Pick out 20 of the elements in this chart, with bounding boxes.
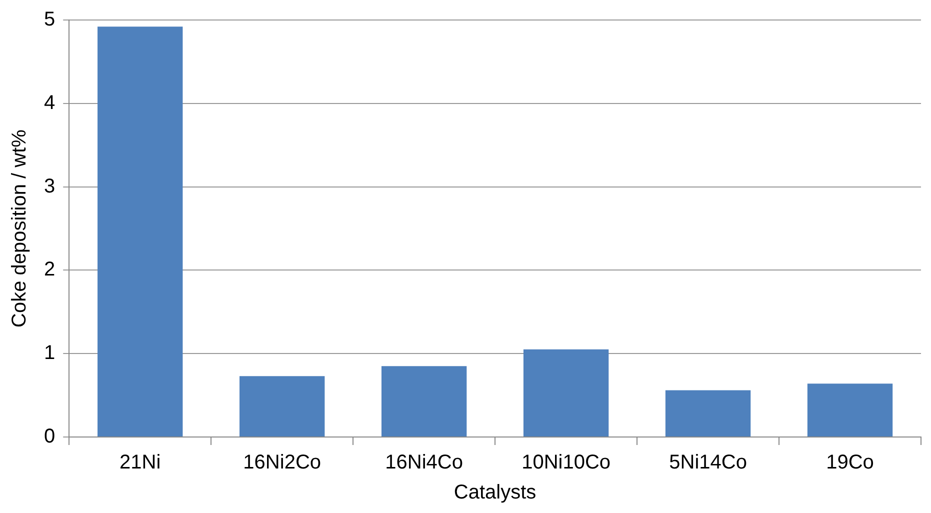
y-tick-label: 5	[44, 8, 56, 31]
bar	[665, 390, 751, 436]
y-tick-label: 1	[44, 342, 56, 364]
bar	[381, 366, 467, 436]
x-tick-label: 16Ni4Co	[385, 452, 463, 474]
x-tick-label: 10Ni10Co	[522, 452, 611, 474]
bar	[807, 384, 893, 436]
x-tick-label: 21Ni	[120, 452, 161, 474]
bar	[98, 26, 183, 436]
bar	[240, 376, 325, 436]
y-axis-title: Coke deposition / wt%	[8, 129, 31, 328]
y-tick-label: 3	[44, 175, 56, 198]
x-tick-label: 5Ni14Co	[669, 452, 747, 474]
x-tick-label: 16Ni2Co	[243, 452, 322, 474]
x-tick-label: 19Co	[826, 452, 874, 474]
bar	[523, 349, 609, 436]
y-tick-label: 2	[44, 258, 56, 281]
x-axis-title: Catalysts	[454, 482, 536, 504]
y-tick-label: 0	[44, 426, 56, 448]
y-tick-label: 4	[44, 92, 56, 114]
